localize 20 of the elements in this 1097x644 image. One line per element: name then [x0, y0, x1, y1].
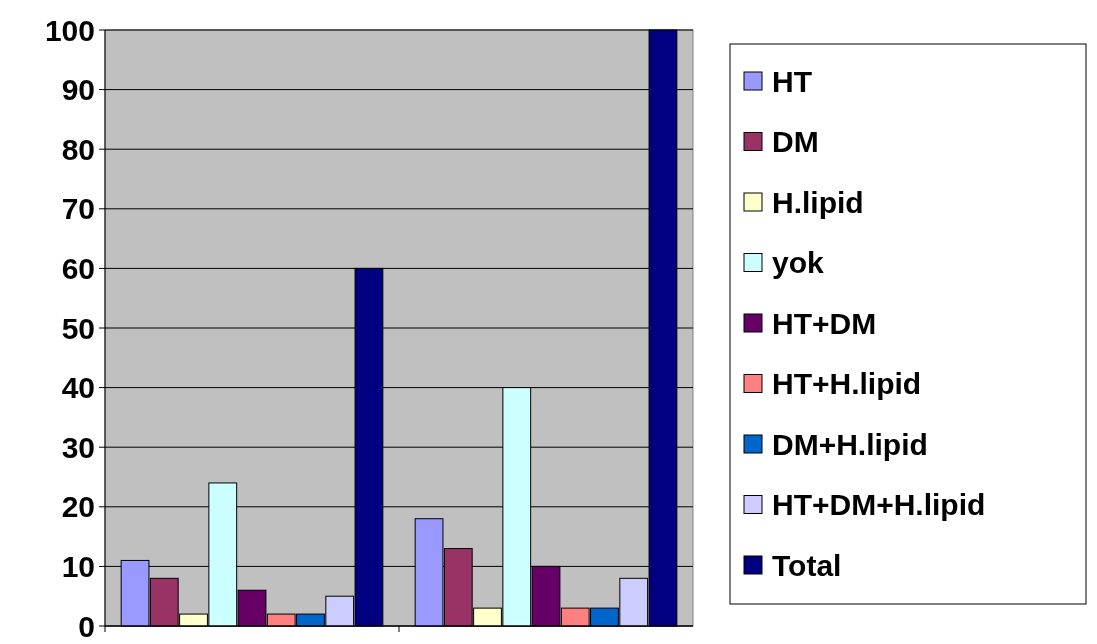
legend-label: HT+DM — [772, 306, 877, 340]
y-tick-label: 0 — [78, 609, 95, 643]
legend-label: yok — [772, 246, 825, 279]
y-tick-label: 40 — [61, 371, 95, 405]
y-tick-label: 50 — [61, 311, 95, 345]
legend-label: HT+DM+H.lipid — [772, 488, 986, 521]
y-tick-label: 100 — [44, 13, 95, 47]
y-tick-label: 90 — [61, 73, 95, 107]
y-tick-label: 10 — [61, 549, 95, 583]
legend-label: Total — [772, 548, 842, 582]
y-tick-label: 60 — [61, 251, 95, 285]
y-tick-label: 20 — [61, 490, 95, 524]
legend-label: DM — [772, 125, 819, 158]
legend-label: HT+H.lipid — [772, 367, 922, 400]
legend-label: HT — [772, 64, 812, 98]
legend-label: H.lipid — [772, 185, 864, 219]
y-tick-label: 30 — [61, 430, 95, 464]
y-tick-label: 70 — [61, 192, 95, 226]
y-tick-label: 80 — [61, 132, 95, 166]
legend-label: DM+H.lipid — [772, 427, 928, 461]
